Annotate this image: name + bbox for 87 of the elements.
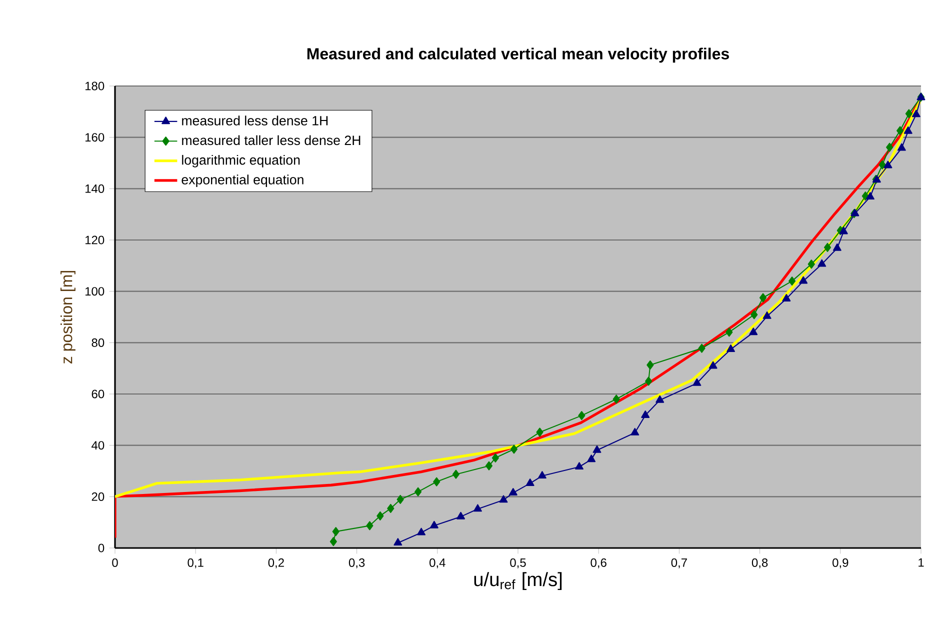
x-tick-label: 1 [918, 558, 924, 567]
legend-label: exponential equation [182, 174, 304, 188]
point [749, 328, 758, 336]
x-tick-label: 0,3 [348, 558, 365, 568]
y-tick-label: 0 [98, 544, 104, 552]
point [396, 494, 404, 504]
point [612, 394, 620, 404]
point [788, 276, 796, 286]
point [897, 143, 906, 151]
point [376, 511, 384, 520]
point [912, 110, 920, 118]
point [886, 142, 894, 152]
point [656, 395, 664, 403]
point [536, 428, 544, 437]
point [904, 126, 912, 134]
point [473, 504, 482, 512]
point [698, 344, 706, 353]
point [726, 344, 736, 352]
point [750, 310, 758, 320]
point [508, 488, 518, 496]
point [896, 126, 904, 136]
point [452, 470, 460, 479]
x-tick-label: 0,5 [510, 558, 526, 568]
point [332, 527, 340, 536]
point [862, 192, 869, 201]
y-tick-label: 180 [86, 82, 104, 90]
point [641, 410, 650, 418]
point [799, 276, 808, 284]
point [759, 293, 767, 302]
point [499, 495, 508, 503]
point [832, 243, 842, 251]
point [726, 328, 733, 337]
y-tick-label: 140 [86, 184, 104, 193]
x-tick-label: 0,6 [590, 558, 606, 568]
legend-label: measured taller less dense 2H [182, 135, 360, 146]
point [510, 444, 518, 454]
y-axis-title: z position [m] [60, 271, 76, 364]
point [866, 192, 874, 200]
legend-label: measured less dense 1H [182, 116, 328, 126]
x-tick-label: 0,4 [430, 558, 446, 568]
point [394, 538, 402, 546]
point [575, 462, 584, 470]
point [592, 445, 602, 453]
point [587, 454, 596, 462]
point [646, 360, 654, 370]
point [824, 242, 832, 252]
point [818, 259, 826, 267]
point [485, 461, 493, 470]
chart-title: Measured and calculated vertical mean velocity profiles [307, 48, 729, 63]
y-tick-label: 80 [92, 338, 104, 347]
legend-label: logarithmic equation [182, 154, 300, 168]
y-tick-label: 20 [92, 492, 104, 501]
point [808, 260, 815, 269]
y-tick-label: 40 [92, 441, 104, 450]
x-tick-label: 0,1 [188, 558, 204, 568]
point [839, 226, 848, 234]
point [692, 378, 702, 386]
point [414, 487, 422, 496]
point [878, 160, 886, 170]
point [762, 311, 772, 319]
point [578, 411, 586, 420]
point [526, 478, 534, 486]
point [330, 537, 337, 546]
point [538, 471, 546, 479]
x-tick-label: 0,8 [752, 558, 768, 568]
point [905, 109, 912, 118]
y-tick-label: 60 [92, 390, 104, 398]
x-tick-label: 0,7 [671, 558, 687, 568]
point [387, 504, 394, 514]
point [884, 160, 892, 168]
y-tick-label: 100 [86, 287, 104, 296]
x-tick-label: 0 [112, 558, 118, 567]
y-tick-label: 120 [86, 236, 104, 244]
point [433, 477, 440, 486]
point [782, 294, 791, 302]
point [630, 428, 640, 436]
point [456, 512, 466, 520]
point [417, 528, 426, 536]
point [645, 376, 652, 386]
point [366, 521, 374, 530]
x-tick-label: 0,2 [268, 558, 284, 568]
x-axis-title: u/u$_{ref}$ [m/s] [474, 572, 562, 590]
point [492, 453, 499, 462]
point [708, 361, 718, 369]
x-tick-label: 0,9 [832, 558, 848, 568]
point [430, 520, 438, 528]
y-tick-label: 160 [86, 133, 104, 142]
